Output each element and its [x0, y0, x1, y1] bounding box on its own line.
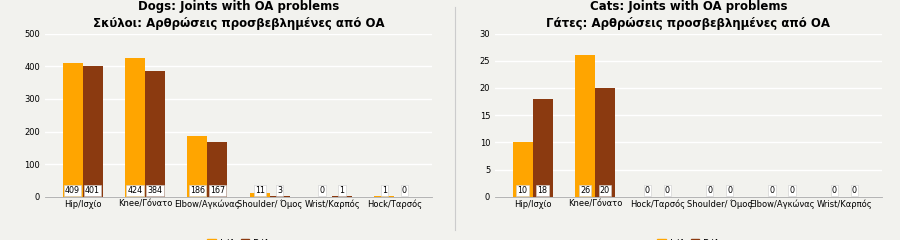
Legend: L/A, R/Δ: L/A, R/Δ: [656, 238, 721, 240]
Bar: [187, 136, 207, 197]
Text: 0: 0: [770, 186, 775, 195]
Title: Cats: Joints with OA problems
Γάτες: Αρθρώσεις προσβεβλημένες από ΟΑ: Cats: Joints with OA problems Γάτες: Αρθ…: [546, 0, 831, 30]
Text: 11: 11: [255, 186, 265, 195]
Text: 0: 0: [852, 186, 857, 195]
Bar: [249, 193, 270, 197]
Text: 424: 424: [128, 186, 142, 195]
Text: 10: 10: [518, 186, 527, 195]
Text: 0: 0: [402, 186, 407, 195]
Text: 384: 384: [148, 186, 162, 195]
Text: 3: 3: [277, 186, 283, 195]
Text: 1: 1: [339, 186, 345, 195]
Text: 0: 0: [320, 186, 325, 195]
Text: 167: 167: [210, 186, 225, 195]
Text: 20: 20: [599, 186, 610, 195]
Text: 186: 186: [190, 186, 205, 195]
Text: 0: 0: [832, 186, 837, 195]
Bar: [513, 142, 533, 197]
Text: 409: 409: [65, 186, 80, 195]
Bar: [145, 72, 165, 197]
Bar: [63, 63, 83, 197]
Bar: [595, 88, 615, 197]
Text: 0: 0: [727, 186, 733, 195]
Bar: [207, 142, 228, 197]
Bar: [533, 99, 553, 197]
Text: 26: 26: [580, 186, 590, 195]
Text: 0: 0: [644, 186, 650, 195]
Bar: [83, 66, 103, 197]
Text: 0: 0: [707, 186, 712, 195]
Text: 0: 0: [665, 186, 670, 195]
Text: 0: 0: [789, 186, 795, 195]
Title: Dogs: Joints with OA problems
Σκύλοι: Αρθρώσεις προσβεβλημένες από ΟΑ: Dogs: Joints with OA problems Σκύλοι: Αρ…: [93, 0, 384, 30]
Bar: [270, 196, 290, 197]
Bar: [575, 55, 595, 197]
Bar: [125, 58, 145, 197]
Text: 18: 18: [537, 186, 547, 195]
Legend: L/A, R/Δ: L/A, R/Δ: [206, 238, 271, 240]
Text: 401: 401: [85, 186, 100, 195]
Text: 1: 1: [382, 186, 387, 195]
